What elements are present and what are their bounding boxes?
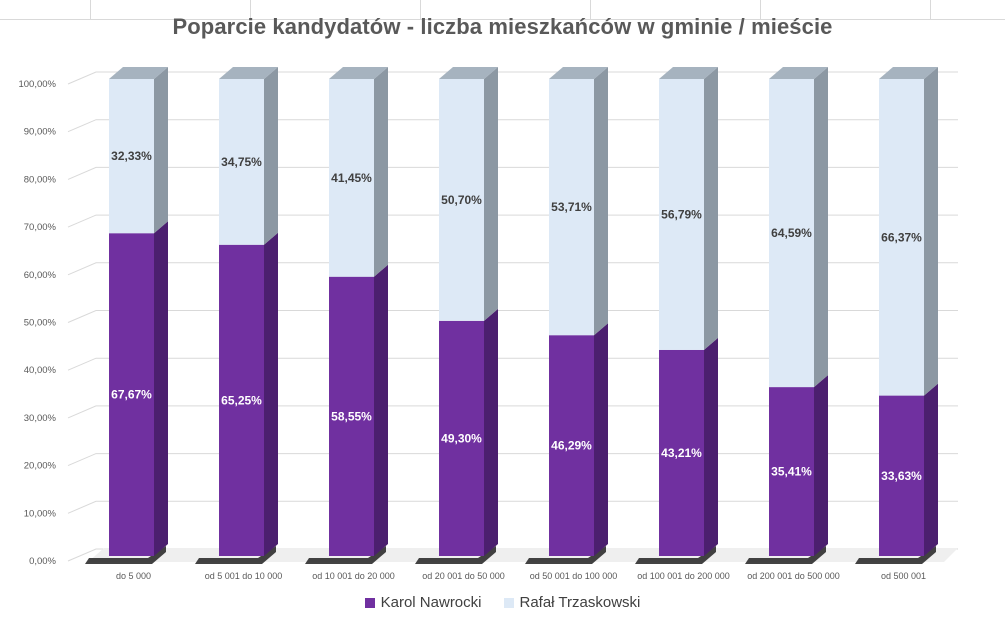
data-label-nawrocki: 33,63% bbox=[881, 469, 922, 483]
y-tick-label: 20,00% bbox=[24, 461, 57, 472]
bar-shadow bbox=[85, 546, 166, 564]
data-label-nawrocki: 49,30% bbox=[441, 431, 482, 445]
bar-shadow bbox=[415, 546, 496, 564]
data-label-trzaskowski: 66,37% bbox=[881, 230, 922, 244]
bar-nawrocki-side bbox=[154, 221, 168, 556]
data-label-nawrocki: 46,29% bbox=[551, 439, 592, 453]
bar-nawrocki-side bbox=[594, 323, 608, 556]
chart-legend: Karol Nawrocki Rafał Trzaskowski bbox=[0, 594, 1005, 611]
spreadsheet-gridlines bbox=[0, 0, 1005, 20]
bar-trzaskowski bbox=[329, 79, 374, 277]
bar-trzaskowski bbox=[109, 79, 154, 234]
y-tick-label: 40,00% bbox=[24, 365, 57, 376]
data-label-nawrocki: 58,55% bbox=[331, 409, 372, 423]
bar-trzaskowski bbox=[769, 79, 814, 388]
bar-nawrocki bbox=[219, 244, 264, 556]
data-label-nawrocki: 35,41% bbox=[771, 465, 812, 479]
bar-nawrocki-side bbox=[264, 232, 278, 556]
bar-shadow bbox=[635, 546, 716, 564]
data-label-trzaskowski: 34,75% bbox=[221, 155, 262, 169]
y-tick-label: 30,00% bbox=[24, 413, 57, 424]
bar-nawrocki-side bbox=[704, 337, 718, 556]
bar-trzaskowski-side bbox=[154, 67, 168, 234]
y-tick-label: 10,00% bbox=[24, 508, 57, 519]
bar-trzaskowski bbox=[879, 79, 924, 396]
bar-shadow bbox=[305, 546, 386, 564]
data-label-trzaskowski: 32,33% bbox=[111, 149, 152, 163]
bar-nawrocki-side bbox=[814, 375, 828, 556]
bar-trzaskowski-top bbox=[439, 67, 498, 79]
bar-nawrocki bbox=[109, 233, 154, 556]
bar-trzaskowski-top bbox=[769, 67, 828, 79]
data-label-trzaskowski: 64,59% bbox=[771, 226, 812, 240]
bar-shadow bbox=[195, 546, 276, 564]
x-tick-label: od 5 001 do 10 000 bbox=[205, 571, 283, 581]
bar-trzaskowski-top bbox=[549, 67, 608, 79]
bar-trzaskowski-top bbox=[879, 67, 938, 79]
data-label-nawrocki: 43,21% bbox=[661, 446, 702, 460]
bar-trzaskowski-side bbox=[484, 67, 498, 321]
bar-trzaskowski bbox=[659, 79, 704, 350]
bar-trzaskowski-side bbox=[594, 67, 608, 336]
y-tick-label: 60,00% bbox=[24, 270, 57, 281]
bar-trzaskowski-top bbox=[659, 67, 718, 79]
legend-label-trzaskowski: Rafał Trzaskowski bbox=[519, 594, 641, 611]
bar-nawrocki bbox=[659, 349, 704, 556]
data-label-nawrocki: 67,67% bbox=[111, 388, 152, 402]
bar-trzaskowski-side bbox=[704, 67, 718, 350]
bar-trzaskowski-side bbox=[924, 67, 938, 396]
bar-nawrocki bbox=[549, 335, 594, 556]
bar-shadow bbox=[525, 546, 606, 564]
legend-item-nawrocki: Karol Nawrocki bbox=[364, 594, 482, 611]
y-tick-label: 100,00% bbox=[18, 79, 56, 90]
legend-swatch-nawrocki bbox=[364, 597, 375, 608]
bar-trzaskowski bbox=[219, 79, 264, 245]
data-label-trzaskowski: 53,71% bbox=[551, 200, 592, 214]
data-label-nawrocki: 65,25% bbox=[221, 393, 262, 407]
x-tick-label: od 200 001 do 500 000 bbox=[747, 571, 840, 581]
chart-title: Poparcie kandydatów - liczba mieszkańców… bbox=[172, 14, 833, 39]
bar-trzaskowski-side bbox=[374, 67, 388, 277]
x-tick-label: od 100 001 do 200 000 bbox=[637, 571, 730, 581]
bar-trzaskowski bbox=[549, 79, 594, 336]
y-tick-label: 90,00% bbox=[24, 127, 57, 138]
data-label-trzaskowski: 41,45% bbox=[331, 171, 372, 185]
legend-item-trzaskowski: Rafał Trzaskowski bbox=[503, 594, 641, 611]
bar-nawrocki bbox=[879, 395, 924, 556]
bar-trzaskowski-top bbox=[219, 67, 278, 79]
data-label-trzaskowski: 50,70% bbox=[441, 193, 482, 207]
data-label-trzaskowski: 56,79% bbox=[661, 207, 702, 221]
y-tick-label: 70,00% bbox=[24, 222, 57, 233]
y-tick-label: 0,00% bbox=[29, 556, 56, 567]
legend-swatch-trzaskowski bbox=[503, 597, 514, 608]
bar-nawrocki bbox=[329, 276, 374, 556]
x-tick-label: do 5 000 bbox=[116, 571, 151, 581]
bar-nawrocki-side bbox=[924, 383, 938, 556]
bar-trzaskowski-side bbox=[814, 67, 828, 388]
x-tick-label: od 50 001 do 100 000 bbox=[530, 571, 618, 581]
bar-nawrocki bbox=[439, 320, 484, 556]
bar-shadow bbox=[745, 546, 826, 564]
bar-trzaskowski bbox=[439, 79, 484, 321]
bar-trzaskowski-top bbox=[329, 67, 388, 79]
floor bbox=[88, 548, 958, 562]
x-tick-label: od 500 001 bbox=[881, 571, 926, 581]
y-tick-label: 50,00% bbox=[24, 318, 57, 329]
bar-shadow bbox=[855, 546, 936, 564]
legend-label-nawrocki: Karol Nawrocki bbox=[380, 594, 482, 611]
bar-nawrocki-side bbox=[484, 308, 498, 556]
bar-trzaskowski-top bbox=[109, 67, 168, 79]
x-tick-label: od 10 001 do 20 000 bbox=[312, 571, 395, 581]
bar-nawrocki-side bbox=[374, 264, 388, 556]
x-tick-label: od 20 001 do 50 000 bbox=[422, 571, 505, 581]
y-tick-label: 80,00% bbox=[24, 174, 57, 185]
bar-trzaskowski-side bbox=[264, 67, 278, 245]
bar-nawrocki bbox=[769, 387, 814, 556]
